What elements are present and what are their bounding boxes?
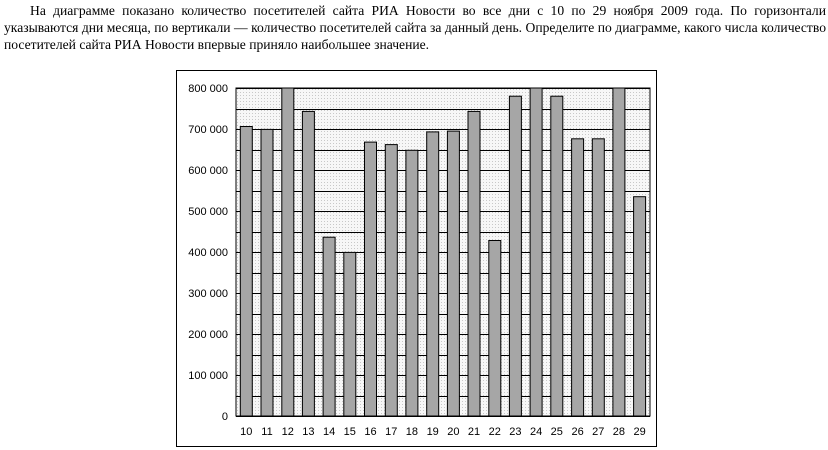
- x-tick-label: 11: [261, 426, 272, 438]
- bar-19: [426, 131, 440, 417]
- bar-21: [467, 110, 481, 417]
- y-tick-label: 300 000: [188, 288, 228, 300]
- bar-22: [488, 240, 502, 417]
- x-tick-label: 16: [364, 426, 376, 438]
- bar-17: [384, 144, 398, 417]
- y-tick-label: 200 000: [188, 329, 228, 341]
- bar-18: [405, 149, 419, 417]
- x-tick-label: 17: [385, 426, 397, 438]
- bar-23: [508, 95, 522, 417]
- x-tick-label: 10: [240, 426, 252, 438]
- bar-10: [239, 126, 253, 417]
- bar-13: [301, 110, 315, 417]
- bar-11: [260, 128, 274, 417]
- x-tick-label: 20: [447, 426, 459, 438]
- y-tick-label: 700 000: [188, 124, 228, 136]
- x-tick-label: 15: [344, 426, 356, 438]
- x-tick-label: 21: [468, 426, 480, 438]
- bar-12: [281, 87, 295, 417]
- y-tick-label: 100 000: [188, 370, 228, 382]
- x-tick-label: 23: [509, 426, 521, 438]
- x-tick-label: 19: [427, 426, 439, 438]
- x-tick-label: 18: [406, 426, 418, 438]
- bar-24: [529, 87, 543, 417]
- y-tick-label: 0: [222, 411, 228, 423]
- x-tick-label: 22: [489, 426, 501, 438]
- x-tick-label: 25: [551, 426, 563, 438]
- bar-15: [343, 251, 357, 417]
- bar-20: [446, 130, 460, 417]
- x-tick-label: 28: [613, 426, 625, 438]
- x-tick-label: 26: [571, 426, 583, 438]
- bar-14: [322, 236, 336, 417]
- bar-chart: 0 100 000 200 000 300 000 400 000 500 000 600 …: [176, 70, 657, 447]
- x-tick-label: 14: [323, 426, 335, 438]
- x-tick-label: 12: [282, 426, 294, 438]
- x-tick-label: 29: [633, 426, 645, 438]
- bar-29: [633, 196, 647, 417]
- y-tick-label: 500 000: [188, 206, 228, 218]
- problem-statement: На диаграмме показано количество посетит…: [4, 3, 826, 52]
- bar-26: [571, 138, 585, 417]
- y-tick-label: 400 000: [188, 247, 228, 259]
- bar-16: [364, 141, 377, 417]
- bar-25: [550, 95, 564, 417]
- x-tick-label: 27: [592, 426, 604, 438]
- y-tick-label: 600 000: [188, 165, 228, 177]
- bar-27: [591, 138, 605, 417]
- bar-28: [612, 87, 626, 417]
- x-tick-label: 13: [302, 426, 314, 438]
- chart-svg: 0 100 000 200 000 300 000 400 000 500 000 600 …: [188, 83, 651, 438]
- y-tick-label: 800 000: [188, 83, 228, 95]
- x-tick-label: 24: [530, 426, 542, 438]
